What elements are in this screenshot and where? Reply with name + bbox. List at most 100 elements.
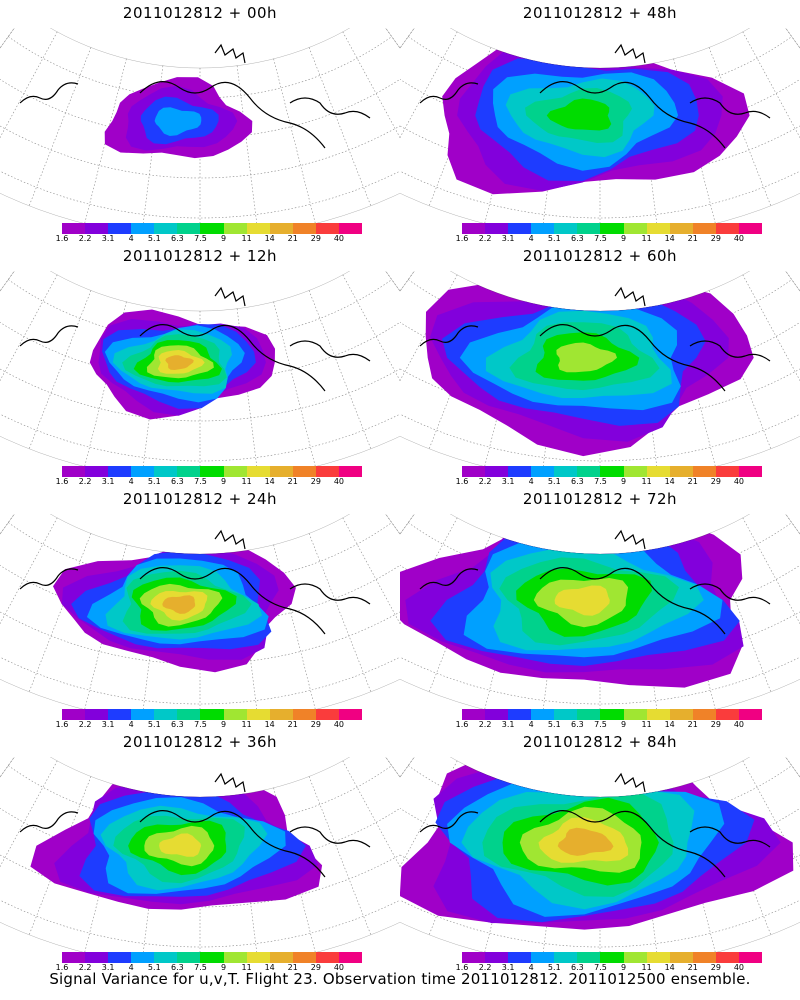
- colorbar-label: 14: [264, 963, 275, 972]
- colorbar-swatch: [669, 223, 693, 234]
- colorbar-label: 1.6: [55, 963, 69, 972]
- colorbar-swatch: [85, 709, 109, 720]
- map-plot: [400, 757, 800, 952]
- colorbar-label: 21: [687, 234, 698, 243]
- colorbar-swatch: [531, 223, 555, 234]
- colorbar-label: 3.1: [501, 720, 515, 729]
- colorbar-label: 29: [710, 234, 721, 243]
- colorbar-swatch: [292, 709, 316, 720]
- coastline: [19, 772, 371, 878]
- colorbar-label: 4: [528, 720, 534, 729]
- variance-field: [53, 541, 296, 673]
- panel-title: 2011012812 + 72h: [522, 490, 678, 508]
- map-plot: [400, 271, 800, 466]
- colorbar: [462, 466, 763, 477]
- colorbar-label: 5.1: [147, 720, 161, 729]
- map-panel: 2011012812 + 72h 1.6 2.2 3.1 4 5.1 6.3 7.5 9 11 14…: [400, 486, 800, 729]
- colorbar-swatch: [669, 952, 693, 963]
- coastline: [419, 529, 771, 635]
- colorbar-label: 11: [241, 963, 252, 972]
- colorbar-swatch: [200, 952, 224, 963]
- colorbar-swatch: [462, 952, 486, 963]
- colorbar-label: 21: [687, 477, 698, 486]
- colorbar-label: 40: [733, 234, 745, 243]
- colorbar-swatch: [462, 466, 486, 477]
- colorbar-swatch: [531, 952, 555, 963]
- colorbar: [62, 466, 363, 477]
- colorbar-label: 2.2: [478, 720, 492, 729]
- colorbar-label: 9: [620, 477, 627, 486]
- colorbar-labels: 1.6 2.2 3.1 4 5.1 6.3 7.5 9 11 14 21 29 40: [56, 720, 362, 730]
- colorbar-swatch: [554, 466, 578, 477]
- colorbar-label: 40: [333, 963, 345, 972]
- colorbar-label: 5.1: [547, 720, 561, 729]
- colorbar-swatch: [577, 223, 601, 234]
- colorbar-swatch: [131, 223, 155, 234]
- colorbar-label: 2.2: [78, 963, 92, 972]
- colorbar-label: 9: [220, 720, 227, 729]
- colorbar-swatch: [646, 466, 670, 477]
- colorbar-label: 40: [333, 720, 345, 729]
- map-panel: 2011012812 + 24h 1.6 2.2 3.1 4 5.1 6.3 7.5 9 11 14…: [0, 486, 400, 729]
- variance-field: [400, 757, 794, 930]
- map-panel: 2011012812 + 36h 1.6 2.2 3.1 4 5.1 6.3 7.5 9 11 14…: [0, 729, 400, 972]
- colorbar-label: 1.6: [455, 720, 469, 729]
- colorbar-swatch: [85, 952, 109, 963]
- colorbar-label: 9: [220, 477, 227, 486]
- colorbar-label: 3.1: [501, 477, 515, 486]
- colorbar-label: 14: [664, 720, 675, 729]
- colorbar-label: 3.1: [501, 234, 515, 243]
- colorbar-swatch: [62, 466, 86, 477]
- colorbar-label: 11: [641, 477, 652, 486]
- colorbar-label: 6.3: [571, 963, 584, 972]
- colorbar-swatch: [200, 466, 224, 477]
- colorbar-swatch: [246, 952, 270, 963]
- coastline: [19, 286, 371, 392]
- colorbar-label: 29: [710, 720, 721, 729]
- colorbar-swatch: [131, 466, 155, 477]
- colorbar-swatch: [292, 466, 316, 477]
- colorbar-swatch: [485, 709, 509, 720]
- colorbar-label: 9: [620, 234, 627, 243]
- colorbar-swatch: [485, 466, 509, 477]
- colorbar-labels: 1.6 2.2 3.1 4 5.1 6.3 7.5 9 11 14 21 29 40: [456, 477, 762, 487]
- colorbar-label: 2.2: [78, 720, 92, 729]
- colorbar-swatch: [154, 709, 178, 720]
- colorbar-swatch: [177, 709, 201, 720]
- colorbar-label: 14: [664, 963, 675, 972]
- colorbar-label: 7.5: [594, 234, 607, 243]
- variance-field: [104, 77, 253, 159]
- colorbar-label: 5.1: [547, 234, 561, 243]
- colorbar-label: 7.5: [194, 477, 207, 486]
- colorbar-label: 6.3: [171, 963, 184, 972]
- colorbar-label: 3.1: [101, 963, 115, 972]
- colorbar-label: 29: [710, 963, 721, 972]
- colorbar-label: 40: [333, 477, 345, 486]
- colorbar-swatch: [669, 709, 693, 720]
- colorbar-label: 7.5: [194, 720, 207, 729]
- colorbar-label: 2.2: [478, 234, 492, 243]
- colorbar-labels: 1.6 2.2 3.1 4 5.1 6.3 7.5 9 11 14 21 29 40: [456, 963, 762, 973]
- colorbar-labels: 1.6 2.2 3.1 4 5.1 6.3 7.5 9 11 14 21 29 40: [456, 234, 762, 244]
- colorbar-label: 1.6: [455, 963, 469, 972]
- colorbar: [462, 709, 763, 720]
- colorbar: [62, 709, 363, 720]
- colorbar-label: 29: [310, 720, 321, 729]
- colorbar-label: 5.1: [147, 963, 161, 972]
- colorbar-label: 11: [241, 720, 252, 729]
- colorbar-label: 21: [687, 963, 698, 972]
- colorbar-swatch: [269, 466, 293, 477]
- colorbar-swatch: [62, 709, 86, 720]
- map-panel: 2011012812 + 12h 1.6 2.2 3.1 4 5.1 6.3 7.5 9 11 14…: [0, 243, 400, 486]
- colorbar-label: 5.1: [147, 477, 161, 486]
- colorbar-label: 14: [664, 477, 675, 486]
- colorbar-label: 2.2: [78, 477, 92, 486]
- colorbar-label: 1.6: [55, 720, 69, 729]
- colorbar-label: 11: [241, 234, 252, 243]
- colorbar-swatch: [692, 466, 716, 477]
- colorbar-label: 11: [641, 720, 652, 729]
- colorbar-label: 11: [641, 234, 652, 243]
- colorbar-swatch: [646, 709, 670, 720]
- colorbar-label: 5.1: [547, 477, 561, 486]
- colorbar-swatch: [646, 223, 670, 234]
